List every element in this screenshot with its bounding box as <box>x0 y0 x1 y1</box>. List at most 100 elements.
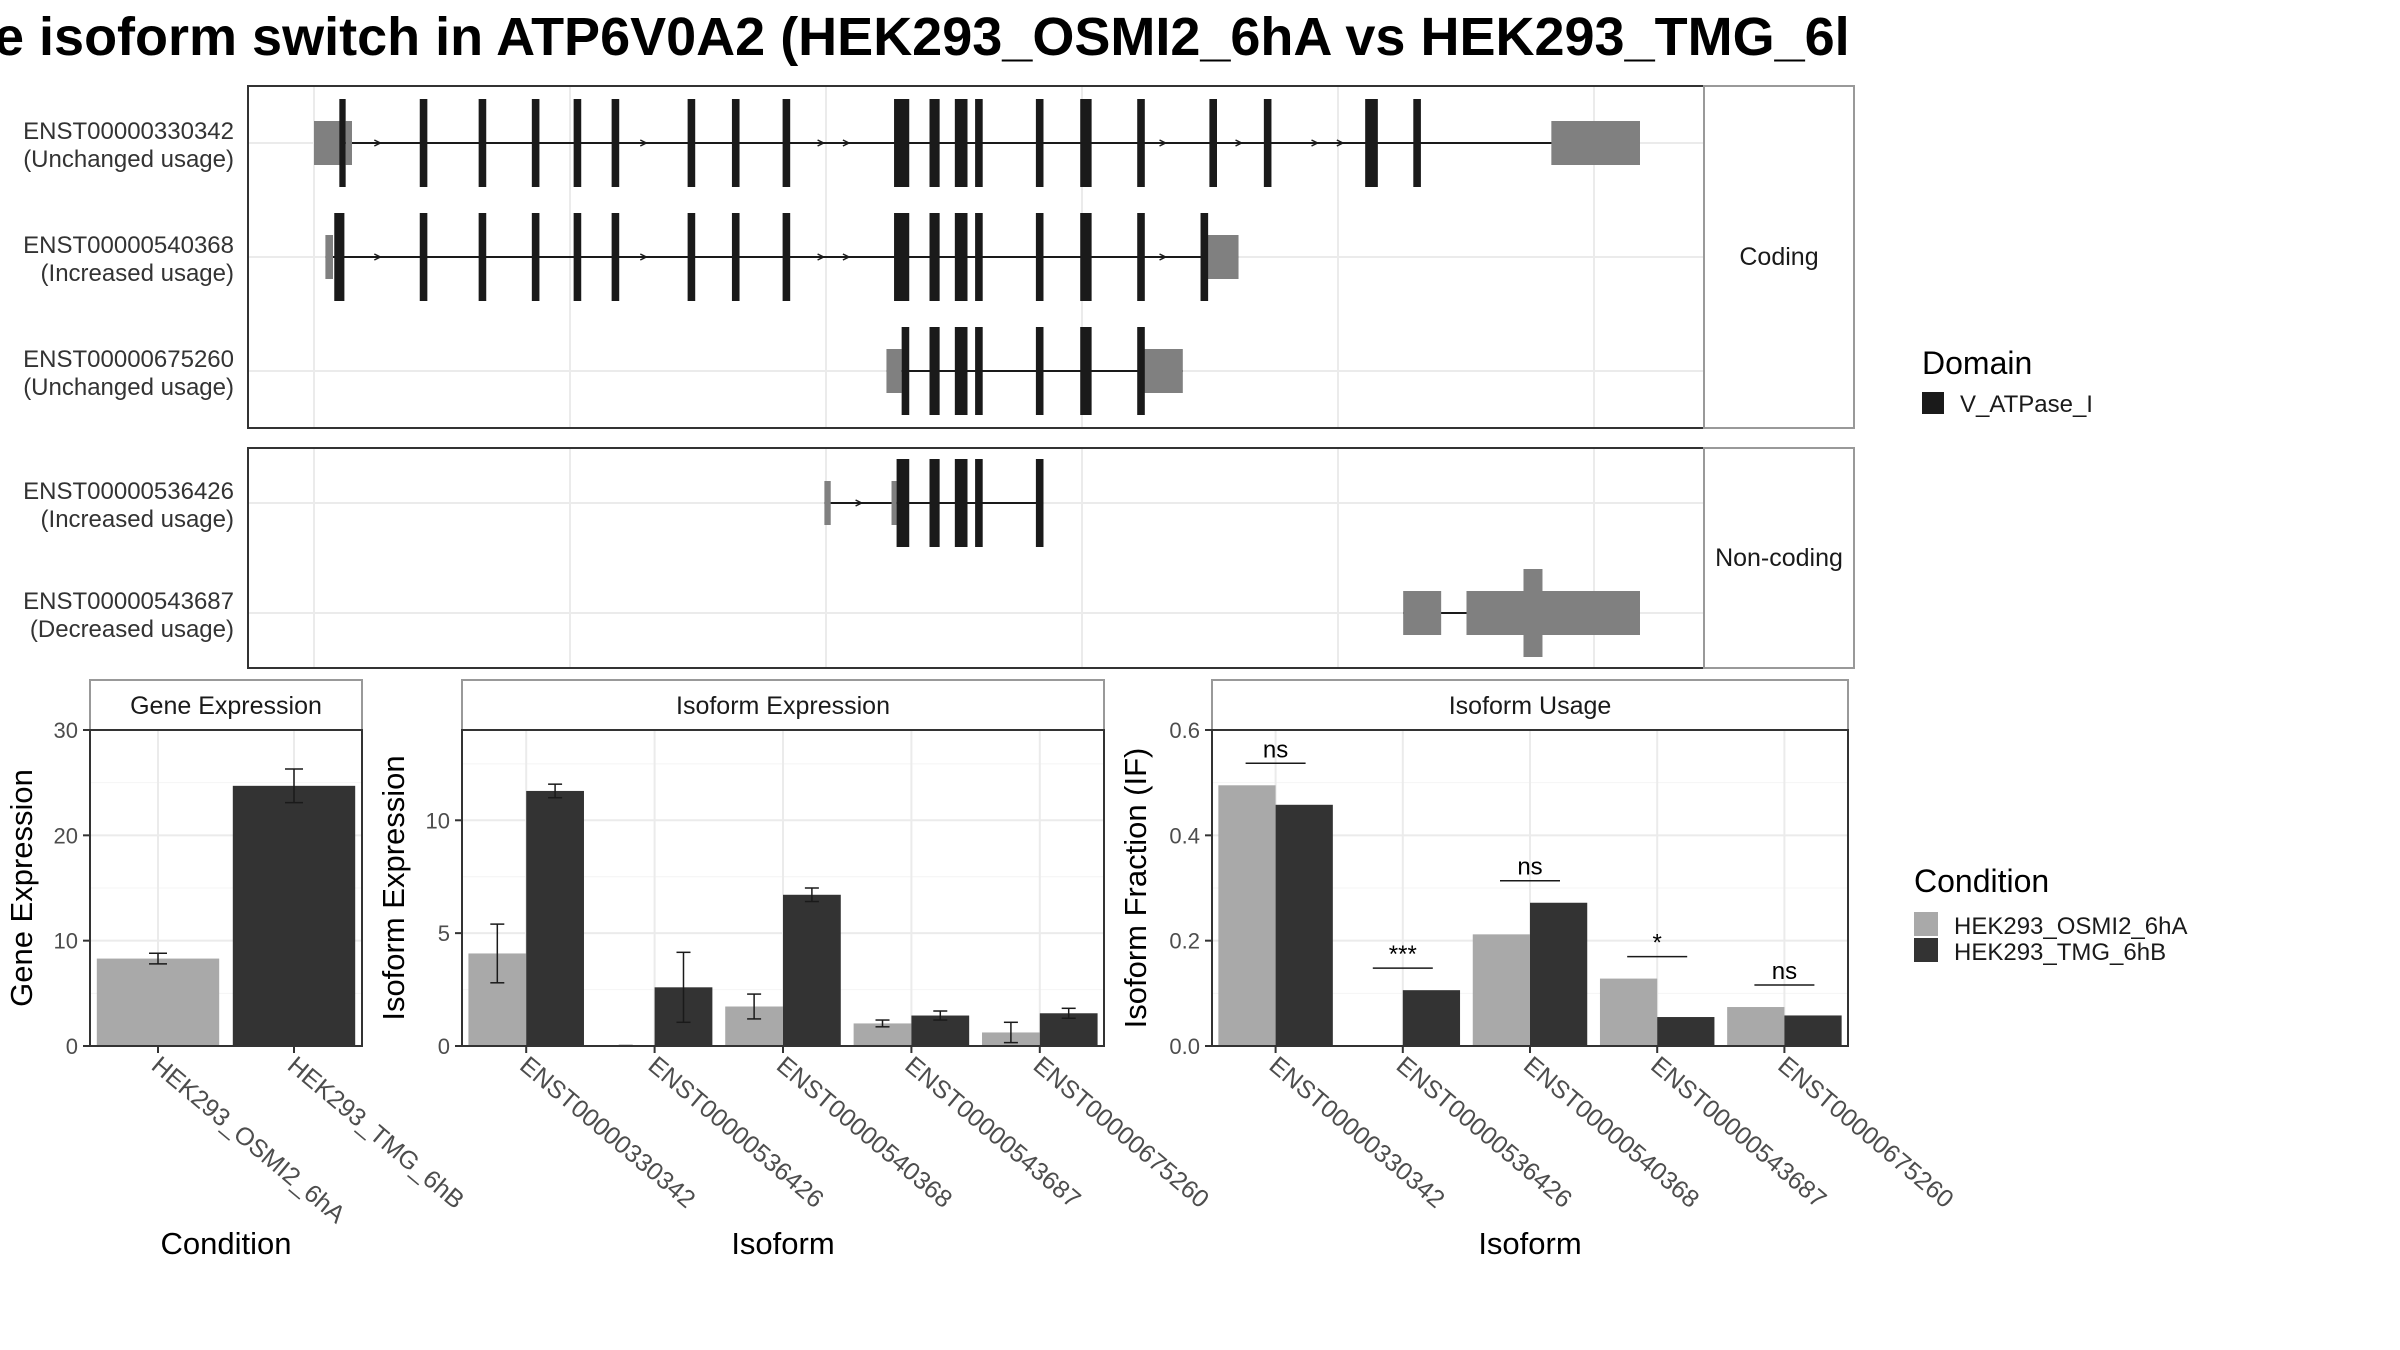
domain-exon <box>611 99 620 187</box>
domain-exon <box>1137 213 1145 301</box>
domain-exon <box>929 459 940 547</box>
utr-exon <box>1204 235 1239 279</box>
facet-strip-label: Isoform Expression <box>676 692 890 720</box>
strand-arrow <box>817 139 826 147</box>
significance-label: * <box>1653 930 1662 957</box>
domain-exon <box>611 213 620 301</box>
x-axis-title: Isoform <box>731 1226 834 1261</box>
domain-exon <box>954 459 968 547</box>
domain-exon <box>731 213 740 301</box>
domain-exon <box>478 213 487 301</box>
utr-exon <box>1466 591 1640 635</box>
utr-exon <box>891 481 897 525</box>
bar-cond2 <box>526 790 584 1046</box>
strand-arrow <box>1235 139 1244 147</box>
strand-arrow <box>842 139 851 147</box>
strand-arrow <box>1336 139 1345 147</box>
transcript-id-label: ENST00000536426 <box>23 478 234 505</box>
domain-exon <box>1080 327 1092 415</box>
y-tick-label: 0 <box>66 1034 78 1059</box>
legend-condition-label: HEK293_TMG_6hB <box>1954 939 2166 966</box>
y-tick-label: 0 <box>438 1034 450 1059</box>
y-tick-label: 0.0 <box>1169 1034 1200 1059</box>
domain-exon <box>929 213 940 301</box>
facet-strip <box>89 679 363 731</box>
domain-exon <box>687 99 696 187</box>
strand-arrow <box>1159 253 1168 261</box>
strand-arrow <box>1159 139 1168 147</box>
domain-exon <box>954 99 968 187</box>
domain-exon <box>975 459 983 547</box>
facet-strip-label: Non-coding <box>1715 544 1843 572</box>
domain-exon <box>334 213 345 301</box>
domain-exon <box>975 327 983 415</box>
strand-arrow <box>1311 139 1320 147</box>
strand-arrow <box>855 499 864 507</box>
bar-cond1 <box>96 958 220 1046</box>
y-tick-label: 20 <box>54 823 78 848</box>
facet-strip-label: Coding <box>1739 243 1818 271</box>
domain-exon <box>1035 99 1044 187</box>
domain-exon <box>1137 99 1145 187</box>
bar-panel-border <box>89 729 363 1047</box>
strand-arrow <box>373 253 383 261</box>
y-tick-label: 0.4 <box>1169 823 1200 848</box>
bar-cond1 <box>1599 978 1658 1046</box>
domain-exon <box>929 99 940 187</box>
transcript-usage-label: (Decreased usage) <box>30 616 234 643</box>
domain-exon <box>1080 213 1092 301</box>
bar-cond1 <box>1218 785 1276 1046</box>
y-tick-label: 10 <box>54 929 78 954</box>
bar-cond1 <box>1472 934 1530 1046</box>
domain-exon <box>1365 99 1378 187</box>
domain-exon <box>896 459 910 547</box>
domain-exon <box>1080 99 1092 187</box>
domain-exon <box>782 99 791 187</box>
facet-strip-0 <box>1703 85 1855 429</box>
domain-exon <box>339 99 346 187</box>
strand-arrow <box>817 253 826 261</box>
legend-condition-swatch <box>1914 938 1938 962</box>
legend-domain-label: V_ATPase_I <box>1960 391 2093 418</box>
bar-cond1 <box>853 1023 912 1046</box>
facet-strip <box>461 679 1105 731</box>
transcript-usage-label: (Unchanged usage) <box>23 374 234 401</box>
legend-domain-swatch <box>1922 392 1944 414</box>
domain-exon <box>419 99 428 187</box>
domain-exon <box>1209 99 1217 187</box>
facet-strip-label: Isoform Usage <box>1449 692 1612 720</box>
x-axis-title: Isoform <box>1478 1226 1581 1261</box>
y-axis-title: Gene Expression <box>4 769 39 1007</box>
y-tick-label: 0.6 <box>1169 718 1200 743</box>
domain-exon <box>1035 459 1044 547</box>
legend-condition-label: HEK293_OSMI2_6hA <box>1954 913 2187 940</box>
domain-exon <box>929 327 940 415</box>
y-tick-label: 5 <box>438 921 450 946</box>
y-axis-title: Isoform Expression <box>376 755 411 1020</box>
legend-condition-title: Condition <box>1914 863 2049 899</box>
y-tick-label: 0.2 <box>1169 929 1200 954</box>
domain-exon <box>782 213 791 301</box>
utr-exon <box>1551 121 1640 165</box>
domain-exon <box>901 327 910 415</box>
chart-title: e isoform switch in ATP6V0A2 (HEK293_OSM… <box>0 7 1850 67</box>
utr-exon <box>325 235 333 279</box>
domain-exon <box>1263 99 1272 187</box>
domain-exon <box>894 99 910 187</box>
domain-exon <box>531 213 540 301</box>
significance-label: ns <box>1263 736 1288 763</box>
transcript-usage-label: (Increased usage) <box>41 506 234 533</box>
strand-arrow <box>639 139 648 147</box>
strand-arrow <box>639 253 648 261</box>
legend-domain-title: Domain <box>1922 345 2032 381</box>
bar-cond1 <box>1727 1007 1785 1046</box>
domain-exon <box>894 213 910 301</box>
utr-exon <box>886 349 902 393</box>
domain-exon <box>419 213 428 301</box>
utr-exon <box>824 481 831 525</box>
significance-label: ns <box>1772 958 1797 985</box>
domain-exon <box>975 213 983 301</box>
strand-arrow <box>373 139 383 147</box>
transcript-id-label: ENST00000543687 <box>23 588 234 615</box>
